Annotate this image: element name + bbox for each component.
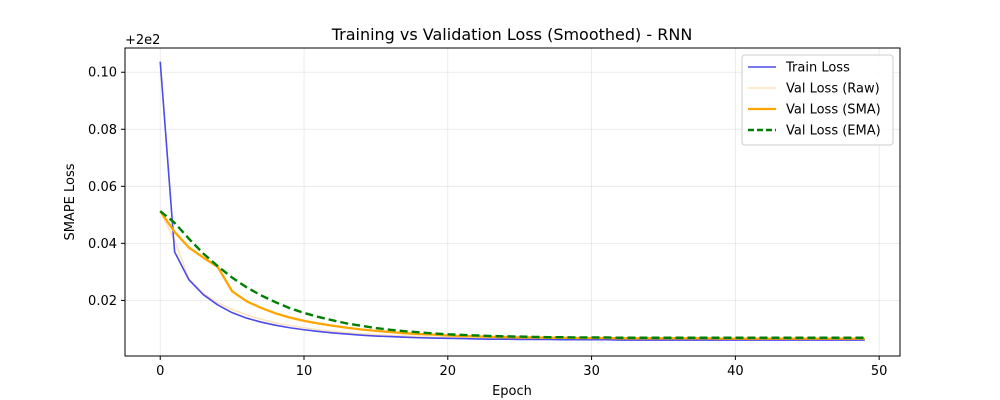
y-axis-label: SMAPE Loss [63,163,78,240]
legend-label: Train Loss [785,61,850,76]
series-line-train-loss [159,61,865,341]
chart-title: Training vs Validation Loss (Smoothed) -… [331,25,693,44]
x-tick-label: 30 [583,364,600,379]
y-tick-label: 0.06 [88,180,117,195]
y-axis-ticks: 0.02 0.04 0.06 0.08 0.10 [88,66,125,309]
series-line-val-loss-ema [159,210,865,339]
x-tick-label: 20 [440,364,457,379]
legend-label: Val Loss (EMA) [786,124,881,139]
legend-label: Val Loss (Raw) [786,82,880,97]
legend: Train Loss Val Loss (Raw) Val Loss (SMA) Va… [741,54,894,146]
y-tick-label: 0.10 [88,66,117,81]
series-lines [159,61,865,341]
x-tick-label: 50 [871,364,888,379]
plot-frame [124,47,901,357]
y-tick-label: 0.04 [88,237,117,252]
x-tick-label: 40 [727,364,744,379]
y-offset-label: +2e2 [125,33,160,48]
x-tick-label: 0 [156,364,164,379]
x-axis-label: Epoch [492,384,532,399]
legend-box [741,54,894,146]
y-tick-label: 0.02 [88,294,117,309]
x-axis-ticks: 0 10 20 30 40 50 [156,356,887,379]
y-tick-label: 0.08 [88,123,117,138]
x-tick-label: 10 [296,364,313,379]
legend-label: Val Loss (SMA) [786,103,881,118]
